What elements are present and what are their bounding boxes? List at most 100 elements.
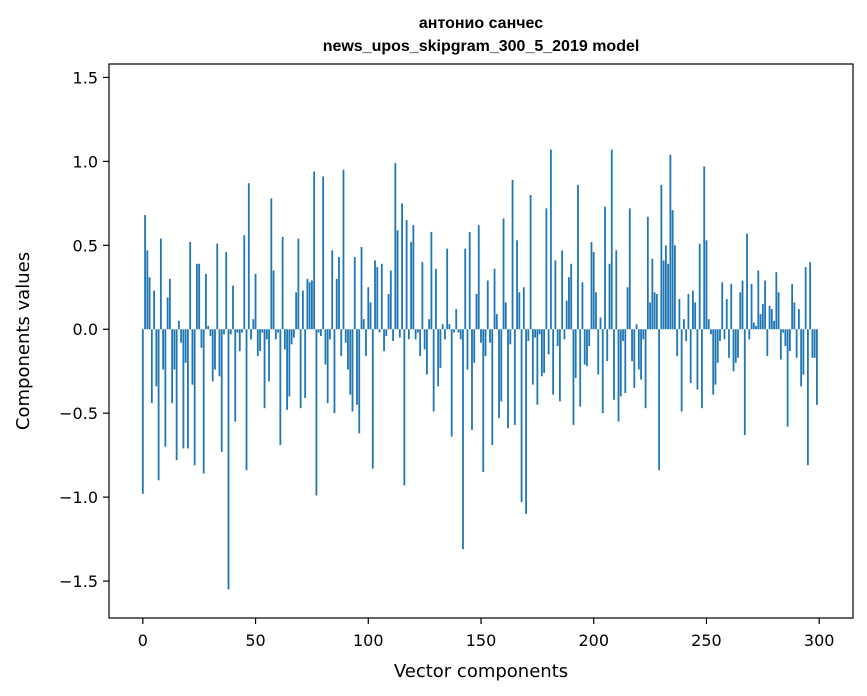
bar-63: [283, 329, 286, 350]
bar-186: [561, 250, 564, 330]
bar-67: [292, 329, 295, 338]
bar-143: [464, 248, 467, 330]
bar-292: [800, 329, 803, 387]
bar-15: [175, 329, 178, 461]
bar-17: [180, 329, 183, 343]
bar-72: [304, 329, 307, 399]
bar-6: [155, 329, 158, 387]
bar-289: [793, 302, 796, 330]
y-tick-label: 0.0: [73, 320, 98, 339]
bar-96: [358, 329, 361, 434]
bar-24: [196, 263, 198, 330]
bar-242: [687, 293, 690, 330]
bar-139: [455, 309, 458, 330]
bar-235: [671, 210, 674, 330]
bar-41: [234, 329, 237, 422]
bar-159: [500, 329, 503, 402]
bar-229: [658, 329, 661, 471]
bar-179: [545, 208, 548, 330]
bar-84: [331, 250, 334, 330]
bar-208: [610, 149, 613, 330]
bar-119: [410, 241, 413, 330]
bar-35: [220, 329, 223, 452]
bar-70: [299, 329, 302, 409]
bar-297: [811, 329, 814, 358]
bar-216: [628, 208, 631, 330]
bar-295: [807, 329, 809, 466]
bar-162: [507, 329, 509, 429]
bar-69: [297, 238, 300, 330]
bar-148: [475, 293, 478, 330]
bar-34: [218, 329, 221, 377]
bar-36: [223, 329, 225, 335]
bar-117: [405, 220, 408, 330]
bar-180: [547, 329, 550, 355]
x-tick-label: 50: [245, 631, 265, 650]
bar-146: [471, 329, 473, 430]
bar-171: [527, 329, 530, 341]
bar-285: [784, 329, 787, 347]
bar-267: [743, 329, 746, 436]
bar-287: [788, 329, 791, 352]
bar-122: [416, 329, 419, 333]
bar-299: [816, 329, 818, 405]
bar-49: [252, 319, 255, 330]
bar-188: [565, 300, 568, 330]
bar-178: [543, 329, 546, 373]
bar-264: [737, 329, 739, 358]
bar-197: [586, 329, 588, 367]
bar-25: [198, 263, 201, 330]
bar-75: [311, 280, 313, 330]
bar-60: [277, 329, 279, 333]
bar-273: [757, 270, 760, 330]
bar-191: [572, 329, 575, 425]
bar-261: [730, 283, 733, 330]
bar-262: [732, 329, 735, 372]
bar-131: [437, 329, 440, 387]
bar-263: [734, 329, 737, 363]
bar-245: [694, 302, 697, 330]
bar-77: [315, 329, 318, 496]
bar-76: [313, 171, 316, 330]
bar-111: [392, 329, 394, 341]
bar-256: [719, 329, 721, 341]
bar-227: [653, 292, 656, 330]
bar-255: [716, 329, 719, 363]
bar-144: [466, 329, 469, 370]
bar-277: [766, 329, 769, 357]
bar-283: [779, 329, 782, 360]
bar-184: [556, 329, 559, 347]
bar-48: [250, 329, 252, 340]
bar-133: [441, 324, 444, 330]
bar-291: [797, 309, 800, 330]
bar-118: [407, 329, 410, 340]
bar-152: [484, 329, 487, 357]
y-tick-label: −1.0: [59, 488, 98, 507]
bar-105: [378, 329, 381, 333]
bar-142: [462, 329, 464, 550]
bar-259: [725, 299, 728, 330]
x-axis-label: Vector components: [394, 661, 568, 682]
bar-141: [459, 329, 462, 340]
bar-2: [146, 250, 149, 330]
bar-100: [367, 287, 370, 330]
bar-247: [698, 243, 701, 330]
bar-205: [604, 206, 606, 330]
bar-112: [394, 163, 397, 330]
bar-158: [498, 329, 500, 419]
bar-51: [256, 329, 259, 357]
bar-124: [421, 262, 424, 330]
bar-99: [365, 329, 367, 357]
bar-26: [200, 329, 203, 348]
bar-108: [385, 329, 388, 336]
bar-234: [669, 154, 672, 330]
bar-206: [606, 329, 609, 362]
bar-183: [554, 260, 557, 330]
bar-182: [552, 329, 555, 395]
bar-102: [371, 329, 374, 469]
bar-168: [520, 329, 523, 503]
bar-90: [344, 329, 347, 343]
x-tick-label: 100: [353, 631, 384, 650]
bar-172: [529, 194, 532, 330]
